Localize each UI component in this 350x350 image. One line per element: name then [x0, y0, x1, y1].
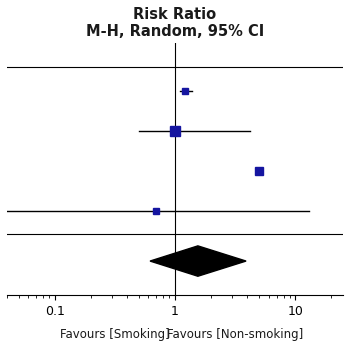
Text: Favours [Smoking]: Favours [Smoking] [60, 328, 169, 341]
Polygon shape [150, 246, 246, 276]
Text: Favours [Non-smoking]: Favours [Non-smoking] [167, 328, 304, 341]
Title: Risk Ratio
M-H, Random, 95% CI: Risk Ratio M-H, Random, 95% CI [86, 7, 264, 39]
